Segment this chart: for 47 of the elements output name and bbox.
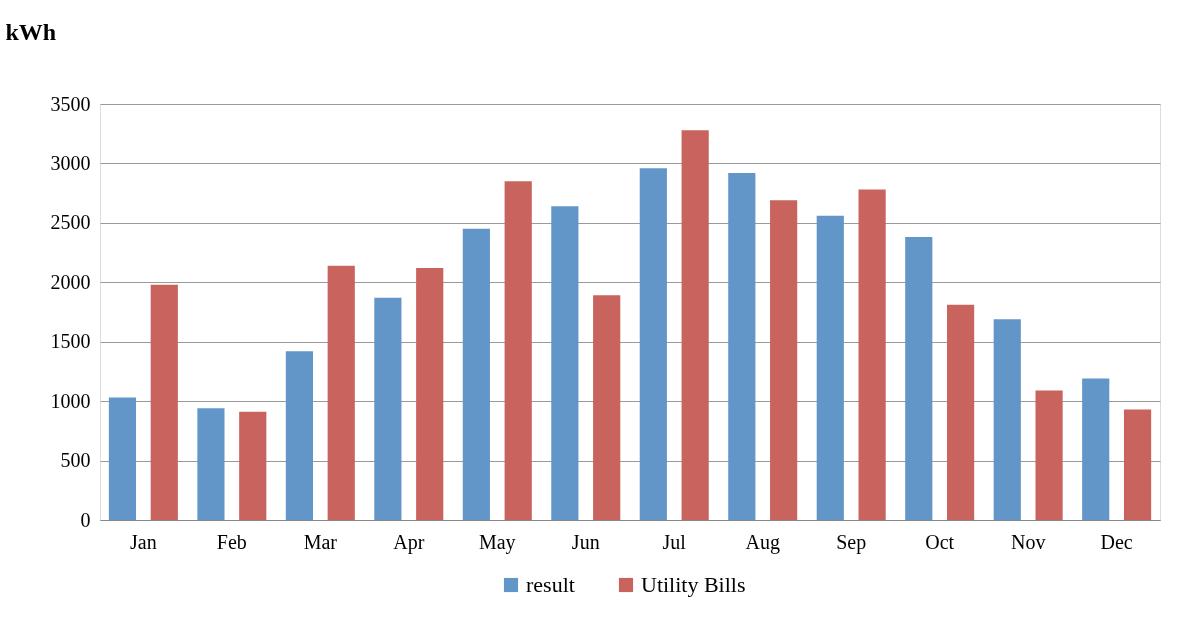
x-tick-label: Nov [1010, 530, 1046, 553]
y-tick-label: 2000 [50, 270, 91, 293]
x-tick-label: Mar [303, 530, 338, 553]
bar [416, 268, 444, 520]
bar [285, 351, 313, 520]
bar [681, 130, 709, 520]
bar [197, 408, 225, 520]
bar [770, 200, 798, 520]
bar [905, 237, 933, 520]
bar [239, 411, 267, 520]
y-tick-label: 1500 [50, 330, 91, 353]
x-tick-label: Jul [662, 530, 687, 553]
bar [639, 168, 667, 520]
x-tick-label: Apr [393, 530, 425, 554]
bar [327, 265, 355, 520]
bar [728, 172, 756, 520]
x-tick-label: Oct [925, 530, 955, 553]
bar [1123, 409, 1152, 520]
y-tick-label: 3500 [50, 92, 91, 115]
bar [993, 319, 1021, 520]
bar [1082, 378, 1110, 520]
legend-label: result [526, 572, 575, 597]
bar [504, 181, 532, 520]
y-tick-label: 500 [60, 449, 91, 472]
y-axis-title: kWh [5, 18, 57, 45]
y-tick-label: 2500 [50, 211, 91, 234]
bar [108, 397, 137, 520]
bar [1035, 390, 1063, 520]
x-tick-label: Jun [571, 530, 600, 553]
y-tick-label: 1000 [50, 389, 91, 412]
legend-label: Utility Bills [641, 572, 746, 597]
bar [858, 189, 886, 520]
x-tick-label: Sep [836, 530, 867, 554]
x-tick-label: Jan [130, 530, 157, 553]
bar [593, 295, 621, 520]
x-tick-label: Feb [216, 530, 247, 553]
x-tick-label: May [478, 530, 516, 554]
bar [551, 206, 579, 520]
bar [150, 284, 178, 520]
y-tick-label: 3000 [50, 151, 91, 174]
x-tick-label: Aug [745, 530, 780, 554]
bar [947, 304, 975, 520]
y-tick-label: 0 [80, 508, 91, 531]
x-tick-label: Dec [1100, 530, 1133, 553]
bar [374, 297, 402, 520]
bar [462, 228, 490, 520]
bar [816, 215, 844, 520]
